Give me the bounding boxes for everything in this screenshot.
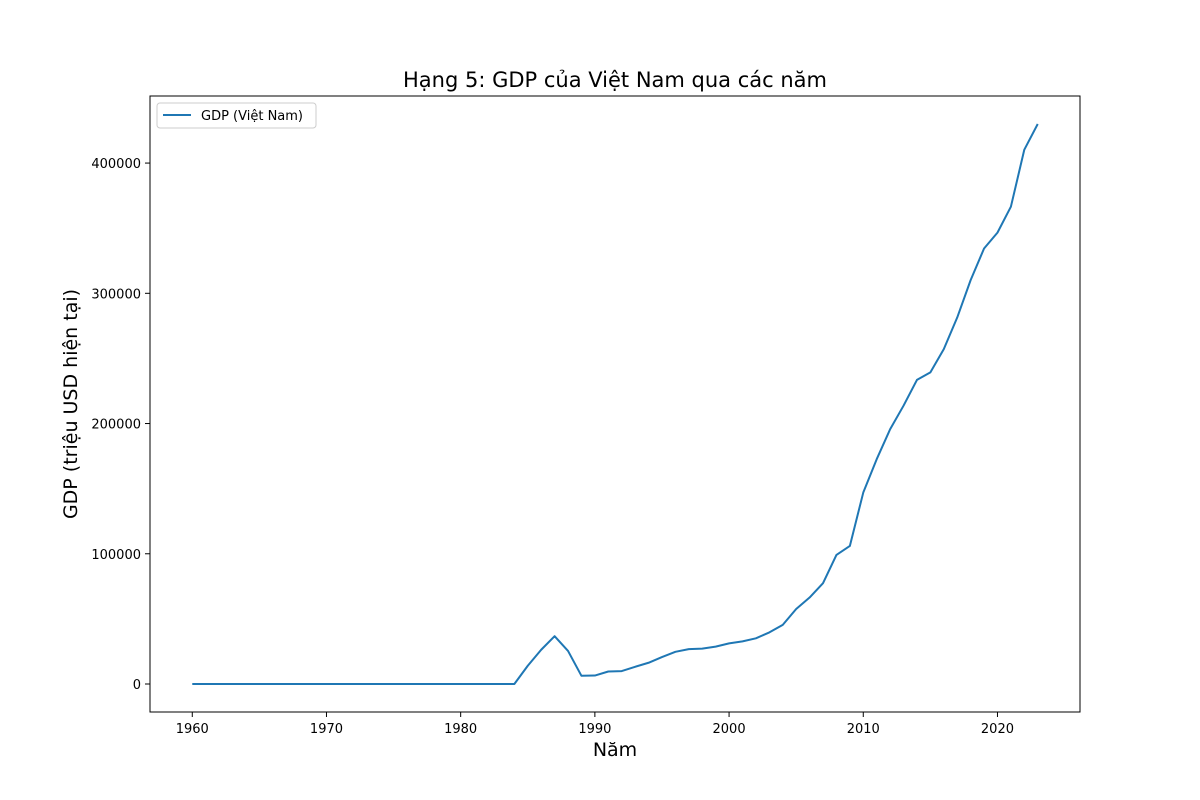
- plot-frame: [149, 95, 1081, 713]
- x-tick-label: 2010: [847, 722, 880, 737]
- y-tick-label: 0: [133, 678, 141, 693]
- x-tick-label: 2000: [713, 722, 746, 737]
- x-tick-label: 1980: [444, 722, 477, 737]
- x-tick-label: 1990: [578, 722, 611, 737]
- y-tick-label: 100000: [91, 548, 141, 563]
- legend: GDP (Việt Nam): [156, 102, 317, 129]
- y-axis-label: GDP (triệu USD hiện tại): [60, 289, 82, 519]
- x-tick-label: 1970: [310, 722, 343, 737]
- x-tick-label: 2020: [981, 722, 1014, 737]
- x-tick-label: 1960: [176, 722, 209, 737]
- legend-label: GDP (Việt Nam): [201, 109, 303, 124]
- y-tick-label: 400000: [91, 157, 141, 172]
- x-axis-label: Năm: [593, 739, 637, 761]
- series-line-gdp: [192, 123, 1039, 685]
- y-tick-label: 300000: [91, 287, 141, 302]
- chart-title: Hạng 5: GDP của Việt Nam qua các năm: [403, 68, 827, 92]
- legend-box: [156, 102, 317, 129]
- plot-area: 1960 1970 1980 1990 2000 2010 2020 0 100000 20000…: [91, 95, 1081, 737]
- y-tick-label: 200000: [91, 418, 141, 433]
